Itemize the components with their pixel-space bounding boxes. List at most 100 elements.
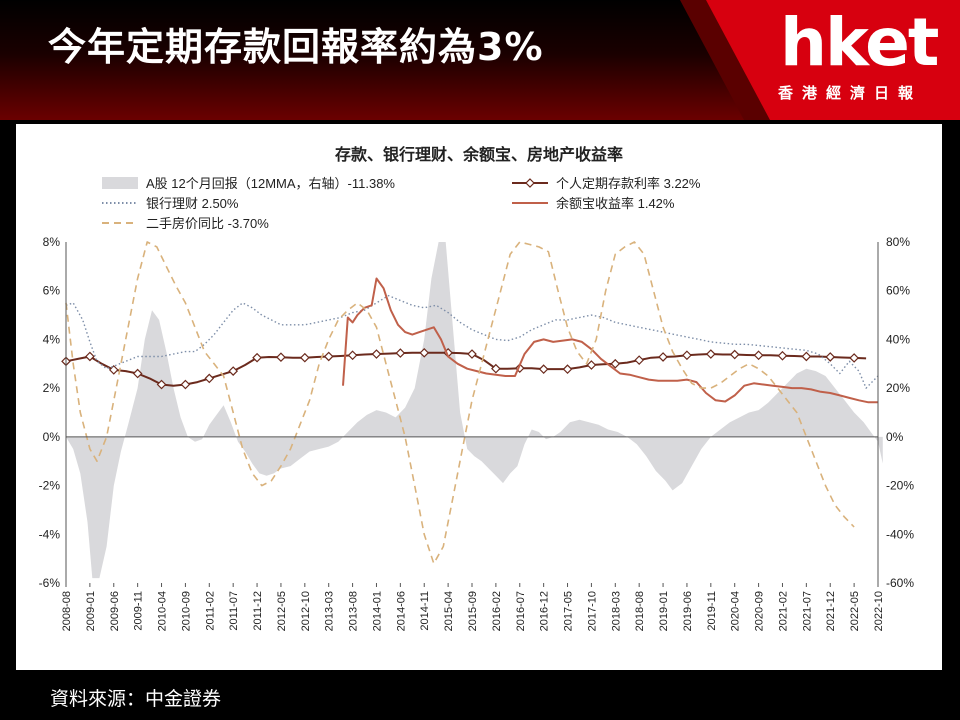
x-tick-label: 2008-08 bbox=[61, 591, 73, 631]
deposit-rate-marker bbox=[682, 350, 692, 361]
x-tick-label: 2018-08 bbox=[634, 591, 646, 631]
deposit-rate-marker bbox=[705, 349, 716, 359]
right-tick-label: -40% bbox=[886, 527, 914, 541]
x-tick-label: 2012-10 bbox=[300, 591, 312, 631]
deposit-rate-marker bbox=[849, 353, 859, 363]
x-tick-label: 2021-12 bbox=[825, 591, 837, 631]
right-tick-label: 80% bbox=[886, 235, 910, 249]
right-tick-label: 20% bbox=[886, 381, 910, 395]
legend-label: 二手房价同比 -3.70% bbox=[146, 216, 269, 231]
x-tick-label: 2013-08 bbox=[348, 591, 360, 631]
x-tick-label: 2017-10 bbox=[586, 591, 598, 631]
right-tick-label: 40% bbox=[886, 332, 910, 346]
left-tick-label: 8% bbox=[43, 235, 61, 249]
deposit-rate-marker bbox=[108, 365, 119, 375]
page-title: 今年定期存款回報率約為3% bbox=[48, 25, 544, 69]
deposit-rate-marker bbox=[204, 373, 215, 384]
right-tick-label: -60% bbox=[886, 576, 914, 590]
deposit-rate-marker bbox=[276, 352, 286, 363]
x-tick-label: 2021-02 bbox=[777, 591, 789, 631]
deposit-rate-marker bbox=[371, 349, 382, 359]
x-tick-label: 2019-11 bbox=[706, 591, 718, 631]
deposit-rate-marker bbox=[180, 379, 191, 390]
x-tick-label: 2009-01 bbox=[85, 591, 97, 631]
source-note: 資料來源：中金證券 bbox=[50, 688, 222, 710]
deposit-rate-marker bbox=[347, 350, 358, 361]
x-tick-label: 2018-03 bbox=[610, 591, 622, 631]
left-tick-label: 6% bbox=[43, 284, 61, 298]
x-tick-label: 2011-02 bbox=[204, 591, 216, 631]
x-tick-label: 2010-09 bbox=[180, 591, 192, 631]
deposit-rate-marker bbox=[156, 379, 167, 390]
deposit-rate-marker bbox=[85, 351, 95, 362]
area-layer bbox=[66, 242, 883, 579]
x-tick-label: 2020-04 bbox=[730, 591, 742, 631]
x-tick-label: 2019-01 bbox=[658, 591, 670, 631]
deposit-rate-marker bbox=[132, 368, 143, 379]
right-tick-label: 60% bbox=[886, 284, 910, 298]
deposit-rate-marker bbox=[323, 351, 334, 362]
x-tick-label: 2014-11 bbox=[419, 591, 431, 631]
chart-title: 存款、银行理财、余额宝、房地产收益率 bbox=[335, 145, 623, 164]
chart-legend: A股 12个月回报（12MMA，右轴）-11.38% 银行理财 2.50% 二手房价… bbox=[102, 176, 701, 231]
x-tick-label: 2019-06 bbox=[682, 591, 694, 631]
hket-logo[interactable]: hket 香港經濟日報 bbox=[760, 4, 960, 110]
x-tick-label: 2015-09 bbox=[467, 591, 479, 631]
left-tick-label: -6% bbox=[39, 576, 61, 590]
x-tick-label: 2014-06 bbox=[395, 591, 407, 631]
line-layer bbox=[61, 241, 879, 565]
axis-layer: 8% 6% 4% 2% 0% -2% -4% -6% 80% 60% 40% 20% 0% -20% -40… bbox=[39, 235, 915, 631]
legend-label: A股 12个月回报（12MMA，右轴）-11.38% bbox=[146, 176, 395, 191]
deposit-rate-marker bbox=[801, 351, 812, 362]
x-tick-label: 2020-09 bbox=[754, 591, 766, 631]
x-tick-label: 2015-04 bbox=[443, 591, 455, 631]
logo-wordmark: hket bbox=[780, 4, 939, 81]
header-banner: 今年定期存款回報率約為3% hket 香港經濟日報 bbox=[0, 0, 960, 120]
left-tick-label: -2% bbox=[39, 479, 61, 493]
x-tick-label: 2011-07 bbox=[228, 591, 240, 631]
x-tick-label: 2021-07 bbox=[801, 591, 813, 631]
series-line-house-price bbox=[65, 241, 855, 565]
legend-swatch-diamond bbox=[525, 178, 535, 188]
x-tick-label: 2014-01 bbox=[371, 591, 383, 631]
right-tick-label: -20% bbox=[886, 479, 914, 493]
chart-canvas: 存款、银行理财、余额宝、房地产收益率 A股 12个月回报（12MMA，右轴）-1… bbox=[39, 145, 915, 631]
deposit-rate-marker bbox=[634, 355, 645, 365]
legend-swatch-area bbox=[102, 177, 138, 189]
deposit-rate-marker bbox=[467, 349, 477, 359]
footer-bar bbox=[0, 670, 960, 720]
deposit-rate-marker bbox=[586, 360, 597, 370]
left-tick-label: 0% bbox=[43, 430, 61, 444]
x-tick-label: 2016-12 bbox=[539, 591, 551, 631]
right-tick-label: 0% bbox=[886, 430, 904, 444]
x-tick-label: 2022-05 bbox=[849, 591, 861, 631]
x-tick-label: 2012-05 bbox=[276, 591, 288, 631]
deposit-rate-marker bbox=[729, 349, 740, 360]
deposit-rate-marker bbox=[538, 364, 549, 374]
x-tick-label: 2011-12 bbox=[252, 591, 264, 631]
deposit-rate-marker bbox=[228, 366, 239, 376]
left-tick-label: -4% bbox=[39, 527, 61, 541]
header-decoration bbox=[680, 0, 960, 120]
deposit-rate-marker bbox=[658, 352, 668, 362]
deposit-rate-marker bbox=[252, 352, 262, 363]
series-line-bank-wm bbox=[65, 294, 879, 389]
x-tick-label: 2010-04 bbox=[157, 591, 169, 631]
deposit-rate-marker bbox=[777, 350, 788, 361]
x-tick-label: 2009-06 bbox=[109, 591, 121, 631]
x-tick-label: 2016-07 bbox=[515, 591, 527, 631]
series-line-yuebao bbox=[342, 277, 878, 404]
deposit-rate-marker bbox=[395, 348, 406, 358]
chart-panel: 存款、银行理财、余额宝、房地产收益率 A股 12个月回报（12MMA，右轴）-1… bbox=[16, 124, 942, 670]
deposit-rate-marker bbox=[491, 363, 501, 374]
x-tick-label: 2009-11 bbox=[133, 591, 145, 631]
series-area-a-share bbox=[66, 242, 883, 579]
deposit-rate-marker bbox=[562, 364, 573, 374]
left-tick-label: 2% bbox=[43, 381, 61, 395]
deposit-rate-marker bbox=[610, 358, 621, 369]
x-tick-label: 2022-10 bbox=[873, 591, 885, 631]
legend-label: 个人定期存款利率 3.22% bbox=[556, 176, 701, 191]
deposit-rate-marker bbox=[753, 350, 764, 361]
legend-label: 余额宝收益率 1.42% bbox=[556, 196, 675, 211]
x-tick-label: 2013-03 bbox=[324, 591, 336, 631]
